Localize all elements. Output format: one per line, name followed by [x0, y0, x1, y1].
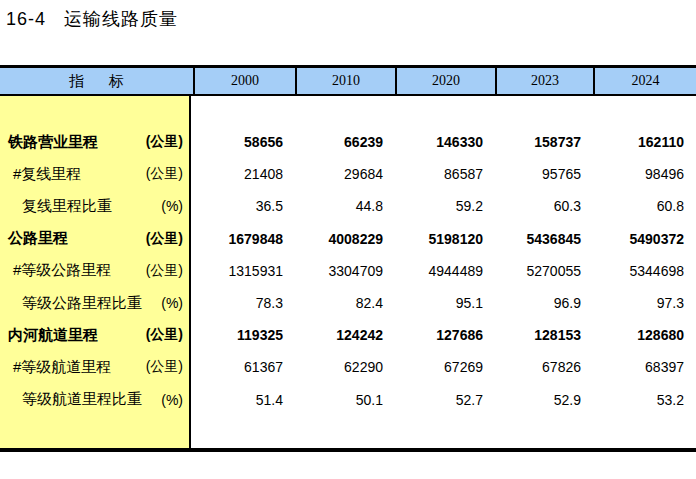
header-cell-year: 2010 — [295, 68, 395, 94]
header-cell-year: 2024 — [593, 68, 696, 94]
value-cell: 1679848 — [193, 231, 295, 247]
row-label: #等级航道里程 — [13, 358, 111, 377]
table-row: 公路里程 (公里) 16798484008229519812054368455490… — [0, 223, 696, 255]
value-cell: 5270055 — [495, 263, 593, 279]
row-unit: (公里) — [146, 133, 183, 151]
value-cell: 62290 — [295, 359, 395, 375]
value-cell: 58656 — [193, 134, 295, 150]
row-label-cell: 公路里程 (公里) — [0, 229, 193, 248]
value-cell: 146330 — [395, 134, 495, 150]
row-unit: (%) — [161, 198, 183, 214]
header-cell-indicator: 指 标 — [0, 68, 193, 94]
value-cell: 124242 — [295, 327, 395, 343]
value-cell: 158737 — [495, 134, 593, 150]
row-label-cell: #复线里程 (公里) — [0, 165, 193, 184]
table-row: #等级航道里程 (公里) 6136762290672696782668397 — [0, 351, 696, 383]
value-cell: 67826 — [495, 359, 593, 375]
value-cell: 4944489 — [395, 263, 495, 279]
row-unit: (%) — [161, 295, 183, 311]
page-title: 16-4 运输线路质量 — [6, 7, 178, 31]
row-label-cell: 等级公路里程比重 (%) — [0, 294, 193, 313]
row-unit: (公里) — [146, 326, 183, 344]
value-cell: 95.1 — [395, 295, 495, 311]
table-row: 铁路营业里程 (公里) 5865666239146330158737162110 — [0, 126, 696, 158]
value-cell: 97.3 — [593, 295, 696, 311]
table-row: #复线里程 (公里) 2140829684865879576598496 — [0, 158, 696, 190]
row-label: 等级公路里程比重 — [22, 294, 142, 313]
table-row: 等级公路里程比重 (%) 78.382.495.196.997.3 — [0, 287, 696, 319]
row-label-cell: #等级航道里程 (公里) — [0, 358, 193, 377]
value-cell: 4008229 — [295, 231, 395, 247]
row-label-cell: 铁路营业里程 (公里) — [0, 133, 193, 152]
table-header-row: 指 标 2000 2010 2020 2023 2024 — [0, 68, 696, 96]
value-cell: 78.3 — [193, 295, 295, 311]
value-cell: 162110 — [593, 134, 696, 150]
row-label: 等级航道里程比重 — [22, 390, 142, 409]
value-cell: 50.1 — [295, 392, 395, 408]
value-cell: 5344698 — [593, 263, 696, 279]
value-cell: 3304709 — [295, 263, 395, 279]
table-row: 内河航道里程 (公里) 119325124242127686128153128680 — [0, 319, 696, 351]
row-label-cell: 等级航道里程比重 (%) — [0, 390, 193, 409]
value-cell: 51.4 — [193, 392, 295, 408]
value-cell: 98496 — [593, 166, 696, 182]
row-unit: (公里) — [146, 358, 183, 376]
table-row: 复线里程比重 (%) 36.544.859.260.360.8 — [0, 190, 696, 222]
value-cell: 59.2 — [395, 198, 495, 214]
row-label-cell: 复线里程比重 (%) — [0, 197, 193, 216]
value-cell: 96.9 — [495, 295, 593, 311]
row-label: #等级公路里程 — [13, 261, 111, 280]
table-row: 等级航道里程比重 (%) 51.450.152.752.953.2 — [0, 384, 696, 416]
value-cell: 60.3 — [495, 198, 593, 214]
row-label-cell: #等级公路里程 (公里) — [0, 261, 193, 280]
value-cell: 29684 — [295, 166, 395, 182]
row-unit: (公里) — [146, 262, 183, 280]
value-cell: 95765 — [495, 166, 593, 182]
value-cell: 36.5 — [193, 198, 295, 214]
value-cell: 61367 — [193, 359, 295, 375]
value-cell: 5198120 — [395, 231, 495, 247]
row-unit: (公里) — [146, 165, 183, 183]
header-cell-year: 2023 — [495, 68, 593, 94]
row-label-cell: 内河航道里程 (公里) — [0, 326, 193, 345]
value-cell: 119325 — [193, 327, 295, 343]
data-table: 指 标 2000 2010 2020 2023 2024 铁路营业里程 (公里) 5… — [0, 65, 696, 452]
header-cell-year: 2020 — [395, 68, 495, 94]
value-cell: 66239 — [295, 134, 395, 150]
value-cell: 1315931 — [193, 263, 295, 279]
value-cell: 53.2 — [593, 392, 696, 408]
value-cell: 67269 — [395, 359, 495, 375]
value-cell: 52.7 — [395, 392, 495, 408]
row-label: 复线里程比重 — [22, 197, 112, 216]
row-unit: (%) — [161, 392, 183, 408]
value-cell: 68397 — [593, 359, 696, 375]
value-cell: 21408 — [193, 166, 295, 182]
header-cell-year: 2000 — [193, 68, 295, 94]
value-cell: 60.8 — [593, 198, 696, 214]
value-cell: 5490372 — [593, 231, 696, 247]
yearbook-page: 16-4 运输线路质量 指 标 2000 2010 2020 2023 2024… — [0, 0, 696, 479]
value-cell: 127686 — [395, 327, 495, 343]
value-cell: 52.9 — [495, 392, 593, 408]
value-cell: 44.8 — [295, 198, 395, 214]
value-cell: 5436845 — [495, 231, 593, 247]
row-label: #复线里程 — [13, 165, 81, 184]
value-cell: 128680 — [593, 327, 696, 343]
table-row: #等级公路里程 (公里) 13159313304709494448952700555… — [0, 255, 696, 287]
value-cell: 128153 — [495, 327, 593, 343]
table-body: 铁路营业里程 (公里) 5865666239146330158737162110 #复… — [0, 96, 696, 448]
value-cell: 86587 — [395, 166, 495, 182]
row-label: 铁路营业里程 — [8, 133, 98, 152]
row-label: 公路里程 — [8, 229, 68, 248]
value-cell: 82.4 — [295, 295, 395, 311]
row-unit: (公里) — [146, 230, 183, 248]
table-body-rows: 铁路营业里程 (公里) 5865666239146330158737162110 #复… — [0, 96, 696, 448]
row-label: 内河航道里程 — [8, 326, 98, 345]
